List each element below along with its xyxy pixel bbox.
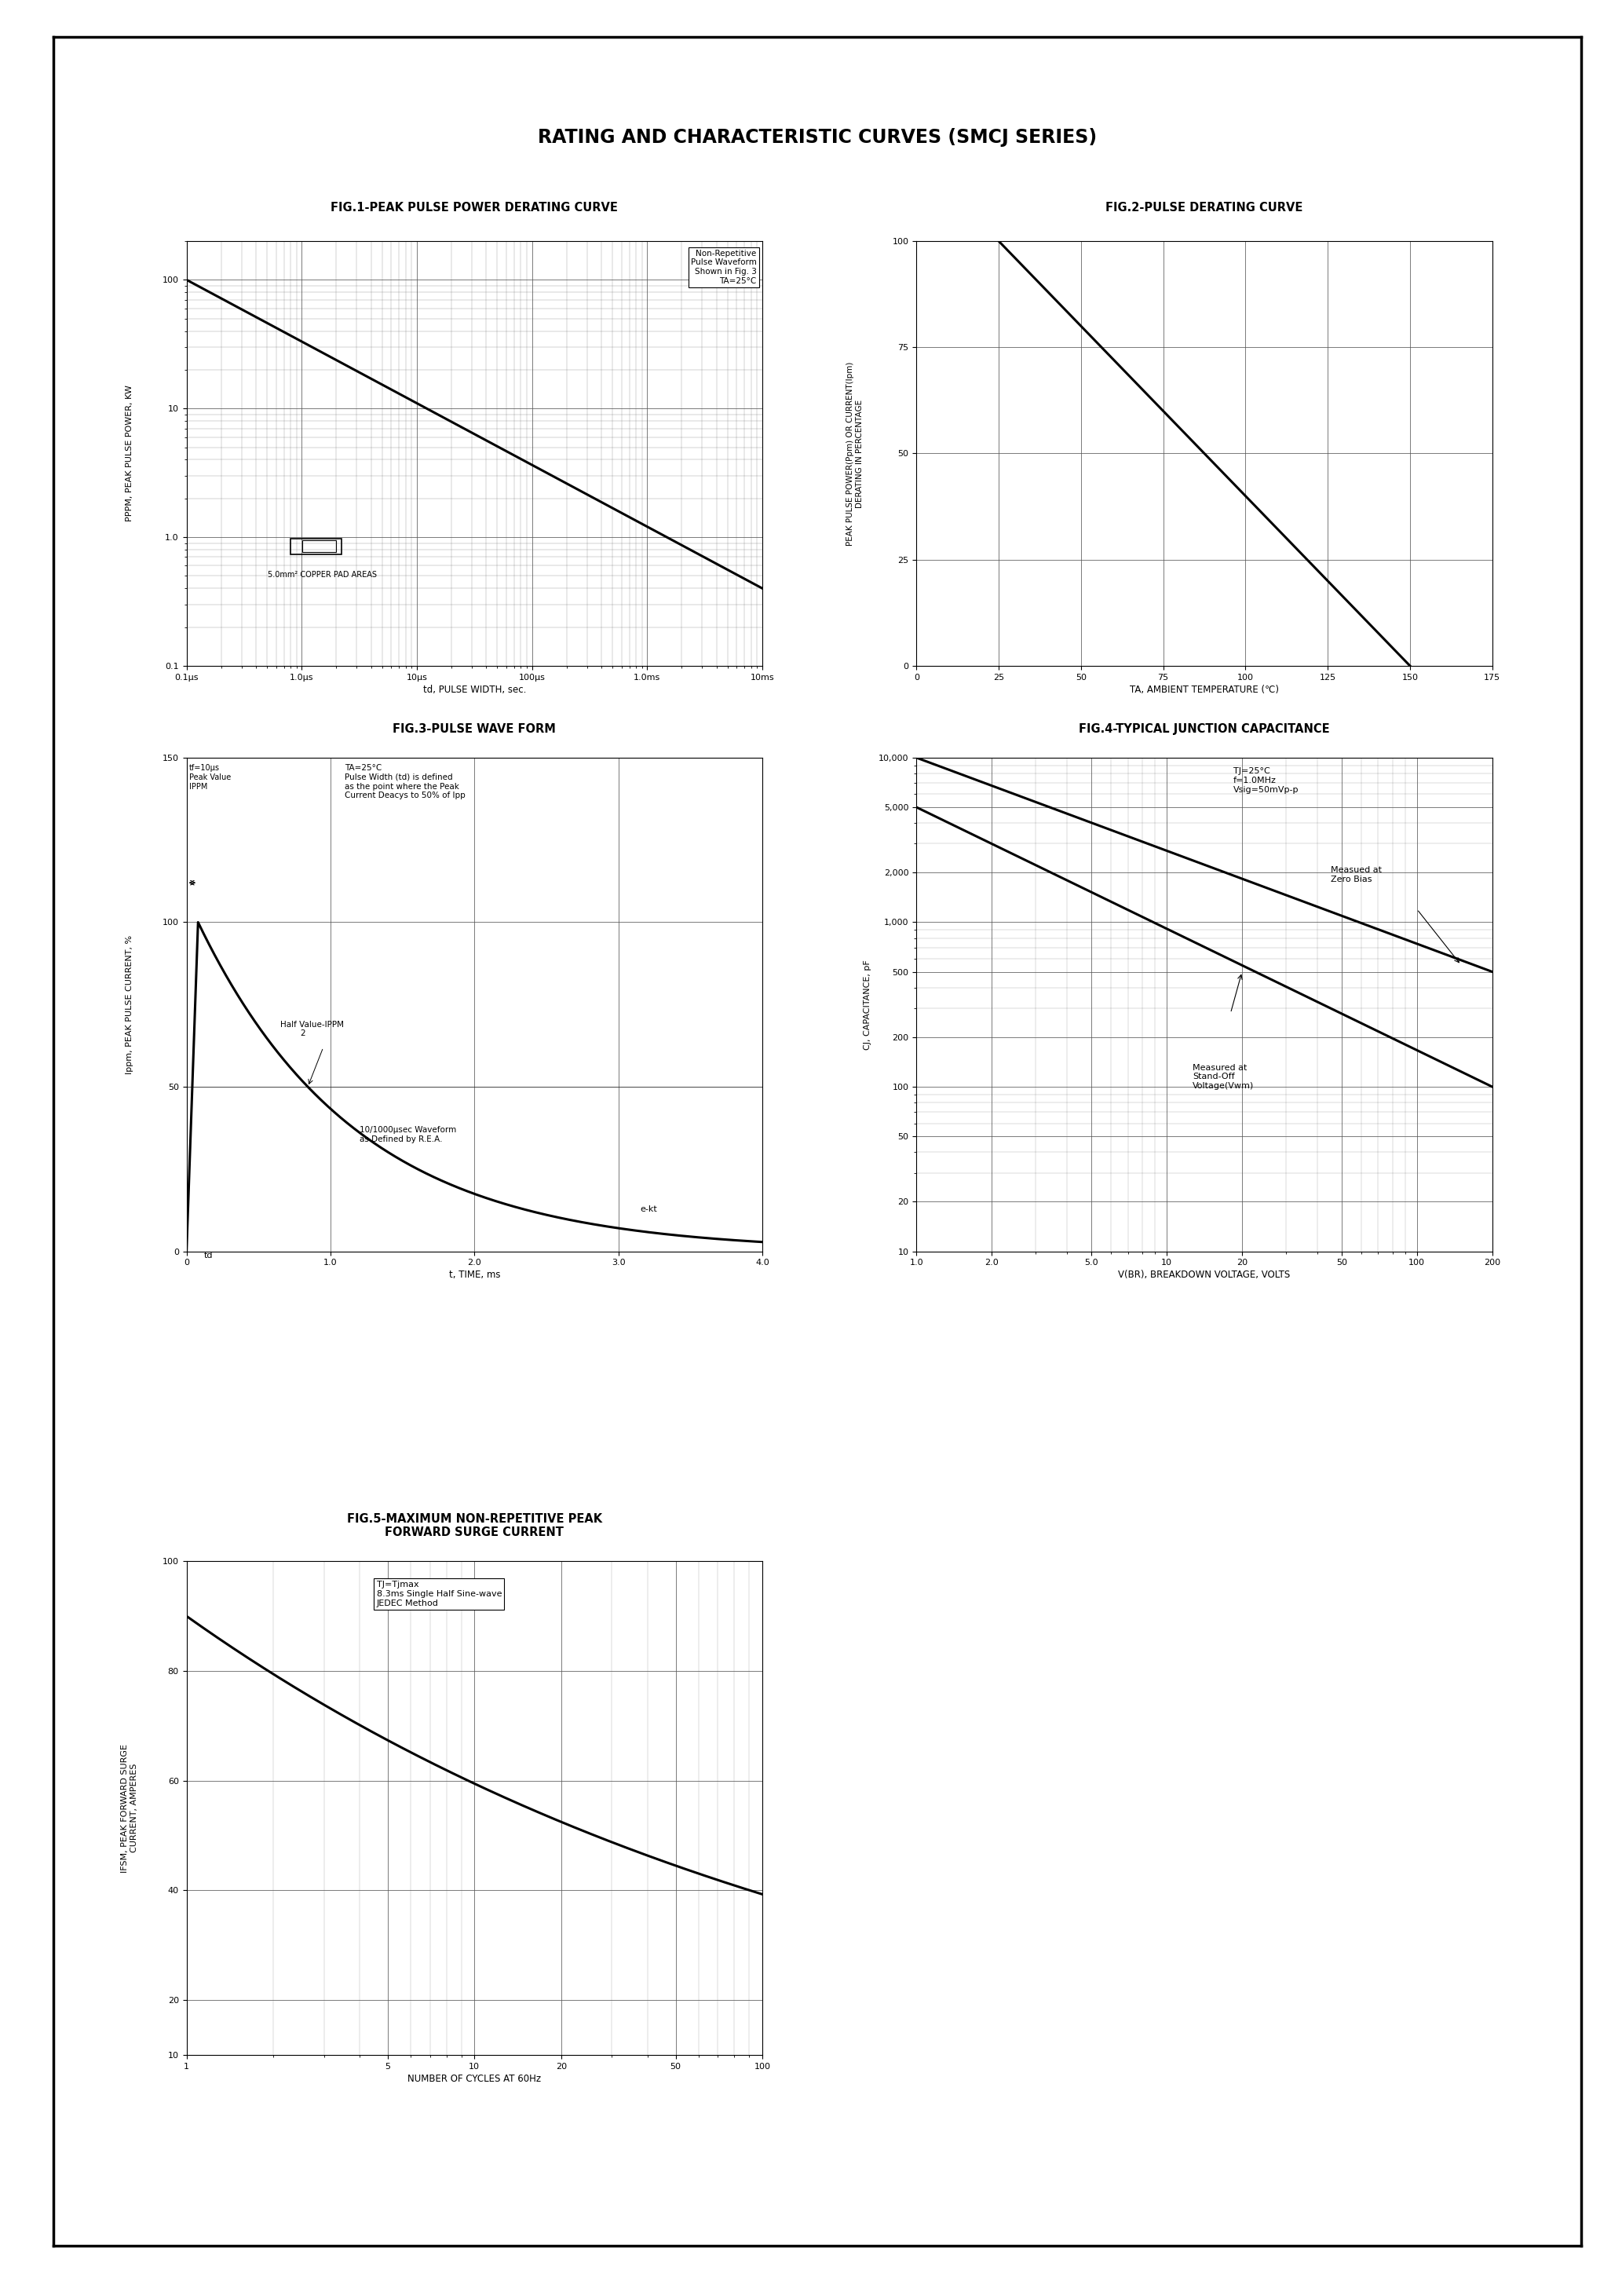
Text: 10/1000μsec Waveform
as Defined by R.E.A.: 10/1000μsec Waveform as Defined by R.E.A…: [360, 1127, 456, 1143]
Text: PPPM, PEAK PULSE POWER, KW: PPPM, PEAK PULSE POWER, KW: [127, 386, 133, 521]
Text: FIG.1-PEAK PULSE POWER DERATING CURVE: FIG.1-PEAK PULSE POWER DERATING CURVE: [331, 202, 618, 214]
Text: FIG.4-TYPICAL JUNCTION CAPACITANCE: FIG.4-TYPICAL JUNCTION CAPACITANCE: [1079, 723, 1330, 735]
Text: Measued at
Zero Bias: Measued at Zero Bias: [1332, 866, 1382, 884]
Text: TA=25°C
Pulse Width (td) is defined
as the point where the Peak
Current Deacys t: TA=25°C Pulse Width (td) is defined as t…: [345, 765, 466, 799]
Bar: [302, 540, 336, 551]
Bar: [290, 537, 341, 556]
Text: tf=10μs
Peak Value
IPPM: tf=10μs Peak Value IPPM: [190, 765, 232, 790]
X-axis label: TA, AMBIENT TEMPERATURE (℃): TA, AMBIENT TEMPERATURE (℃): [1131, 684, 1278, 696]
Text: PEAK PULSE POWER(Ppm) OR CURRENT(Ipm)
DERATING IN PERCENTAGE: PEAK PULSE POWER(Ppm) OR CURRENT(Ipm) DE…: [847, 360, 863, 546]
X-axis label: NUMBER OF CYCLES AT 60Hz: NUMBER OF CYCLES AT 60Hz: [407, 2073, 542, 2085]
Text: FIG.2-PULSE DERATING CURVE: FIG.2-PULSE DERATING CURVE: [1106, 202, 1302, 214]
Text: IFSM, PEAK FORWARD SURGE
CURRENT, AMPERES: IFSM, PEAK FORWARD SURGE CURRENT, AMPERE…: [122, 1743, 138, 1874]
Text: TJ=Tjmax
8.3ms Single Half Sine-wave
JEDEC Method: TJ=Tjmax 8.3ms Single Half Sine-wave JED…: [376, 1582, 501, 1607]
X-axis label: td, PULSE WIDTH, sec.: td, PULSE WIDTH, sec.: [423, 684, 526, 696]
Text: TJ=25°C
f=1.0MHz
Vsig=50mVp-p: TJ=25°C f=1.0MHz Vsig=50mVp-p: [1233, 767, 1299, 794]
Text: Half Value-IPPM
        2: Half Value-IPPM 2: [281, 1019, 344, 1038]
Text: FIG.5-MAXIMUM NON-REPETITIVE PEAK
FORWARD SURGE CURRENT: FIG.5-MAXIMUM NON-REPETITIVE PEAK FORWAR…: [347, 1513, 602, 1538]
Text: Ippm, PEAK PULSE CURRENT, %: Ippm, PEAK PULSE CURRENT, %: [127, 934, 133, 1075]
Text: Non-Repetitive
Pulse Waveform
Shown in Fig. 3
TA=25°C: Non-Repetitive Pulse Waveform Shown in F…: [691, 250, 756, 285]
Text: CJ, CAPACITANCE, pF: CJ, CAPACITANCE, pF: [865, 960, 871, 1049]
Text: RATING AND CHARACTERISTIC CURVES (SMCJ SERIES): RATING AND CHARACTERISTIC CURVES (SMCJ S…: [539, 129, 1096, 147]
X-axis label: t, TIME, ms: t, TIME, ms: [449, 1270, 500, 1281]
Text: Measured at
Stand-Off
Voltage(Vwm): Measured at Stand-Off Voltage(Vwm): [1192, 1063, 1254, 1091]
X-axis label: V(BR), BREAKDOWN VOLTAGE, VOLTS: V(BR), BREAKDOWN VOLTAGE, VOLTS: [1118, 1270, 1291, 1281]
Text: 5.0mm² COPPER PAD AREAS: 5.0mm² COPPER PAD AREAS: [268, 572, 376, 579]
Text: FIG.3-PULSE WAVE FORM: FIG.3-PULSE WAVE FORM: [393, 723, 556, 735]
Text: e-kt: e-kt: [641, 1205, 657, 1212]
Text: td: td: [204, 1251, 212, 1261]
